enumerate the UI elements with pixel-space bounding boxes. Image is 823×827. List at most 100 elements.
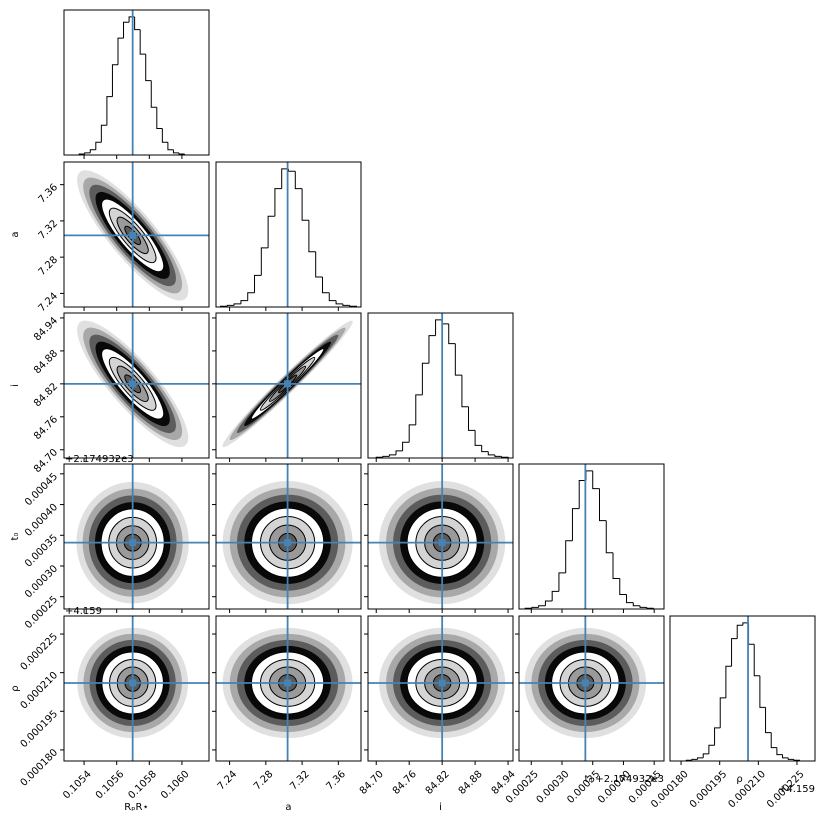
y-tick-label: 84.94	[32, 315, 60, 343]
panel-frame	[518, 615, 665, 762]
panel-background	[216, 162, 361, 307]
histogram-bin	[402, 441, 410, 451]
histogram-bin	[487, 451, 495, 456]
x-offset-label: +2.174932e3	[595, 774, 664, 785]
histogram-bin	[571, 508, 580, 541]
panel-frame	[367, 463, 514, 610]
panel	[216, 616, 361, 761]
y-tick-label: 0.00025	[23, 594, 60, 631]
histogram-bin	[787, 757, 794, 760]
panel-frame	[63, 9, 210, 156]
histogram-bin	[736, 624, 743, 639]
panel	[685, 616, 801, 761]
histogram-bin	[782, 754, 789, 759]
histogram-bin	[708, 744, 715, 754]
histogram-bin	[578, 480, 586, 509]
panel-background	[670, 616, 815, 761]
x-tick-label: 0.1054	[61, 769, 94, 802]
x-tick-label: 84.88	[457, 769, 485, 797]
histogram-bin	[315, 251, 323, 278]
histogram-bin	[281, 168, 289, 189]
histogram-bin	[612, 552, 620, 579]
histogram-bin	[626, 594, 634, 604]
histogram-bin	[702, 753, 709, 758]
histogram-bin	[167, 142, 174, 151]
histogram-bin	[267, 215, 275, 248]
panel	[375, 313, 509, 458]
y-tick-label: 0.00045	[23, 471, 60, 508]
y-tick-label: 0.000195	[19, 709, 61, 751]
x-tick-label: 0.000195	[688, 769, 730, 811]
panel	[78, 10, 191, 155]
x-tick-label: 84.70	[358, 769, 386, 797]
histogram-bin	[598, 488, 607, 522]
panel	[64, 313, 209, 458]
x-tick-label: 7.24	[216, 769, 240, 793]
panel	[216, 464, 361, 609]
histogram-bin	[605, 520, 614, 554]
panel	[64, 162, 209, 307]
histogram-bin	[742, 622, 749, 626]
histogram-bin	[294, 171, 303, 190]
y-offset-label: +2.174932e3	[65, 454, 134, 465]
histogram-bin	[321, 277, 330, 294]
histogram-bin	[714, 727, 721, 746]
histogram-bin	[145, 54, 152, 82]
histogram-bin	[415, 394, 423, 425]
histogram-bin	[100, 124, 107, 143]
histogram-bin	[468, 406, 476, 431]
y-tick-label: 84.82	[32, 381, 60, 409]
panel-frame	[63, 615, 210, 762]
histogram-bin	[308, 220, 316, 253]
histogram-bin	[139, 29, 146, 55]
histogram-bin	[565, 540, 573, 573]
histogram-bin	[301, 188, 309, 221]
histogram-bin	[454, 343, 462, 376]
panel-frame	[215, 615, 362, 762]
panel	[524, 464, 661, 609]
histogram-bin	[770, 732, 777, 749]
histogram-bin	[117, 37, 124, 65]
panel-frame	[215, 312, 362, 459]
panel-frame	[367, 615, 514, 762]
histogram-bin	[558, 572, 566, 592]
histogram-bin	[753, 644, 760, 677]
y-tick-label: 0.00035	[23, 533, 60, 570]
panel-frame	[518, 463, 665, 610]
x-axis-label: t₀	[585, 774, 593, 785]
histogram-bin	[725, 665, 732, 698]
histogram-bin	[619, 578, 627, 596]
histogram-bin	[247, 292, 255, 301]
histogram-bin	[765, 707, 772, 734]
panel	[64, 616, 209, 761]
histogram-bin	[240, 300, 248, 304]
panel-frame	[669, 615, 816, 762]
x-tick-label: 0.000210	[726, 769, 768, 811]
histogram-bin	[592, 470, 600, 490]
histogram-bin	[156, 107, 163, 129]
y-tick-label: 7.28	[37, 254, 61, 278]
histogram-bin	[254, 274, 262, 293]
histogram-bin	[435, 319, 443, 336]
y-offset-label: +4.159	[65, 606, 102, 617]
panel	[519, 616, 664, 761]
histogram-bin	[731, 638, 738, 667]
histogram-bin	[531, 606, 539, 609]
histogram-bin	[494, 454, 502, 457]
y-axis-label: i	[10, 384, 21, 387]
histogram-bin	[335, 300, 343, 305]
panel-frame	[63, 463, 210, 610]
y-tick-label: 0.000180	[19, 747, 61, 789]
histogram-bin	[150, 80, 157, 108]
histogram-bin	[544, 600, 553, 606]
histogram-bin	[106, 96, 113, 126]
y-axis-label: t₀	[10, 533, 21, 541]
panel	[64, 464, 209, 609]
histogram-bin	[274, 188, 282, 217]
y-tick-label: 7.36	[37, 182, 61, 206]
panel	[368, 616, 513, 761]
histogram-bin	[428, 335, 436, 364]
histogram-bin	[172, 149, 179, 154]
y-tick-label: 0.000225	[19, 631, 61, 673]
